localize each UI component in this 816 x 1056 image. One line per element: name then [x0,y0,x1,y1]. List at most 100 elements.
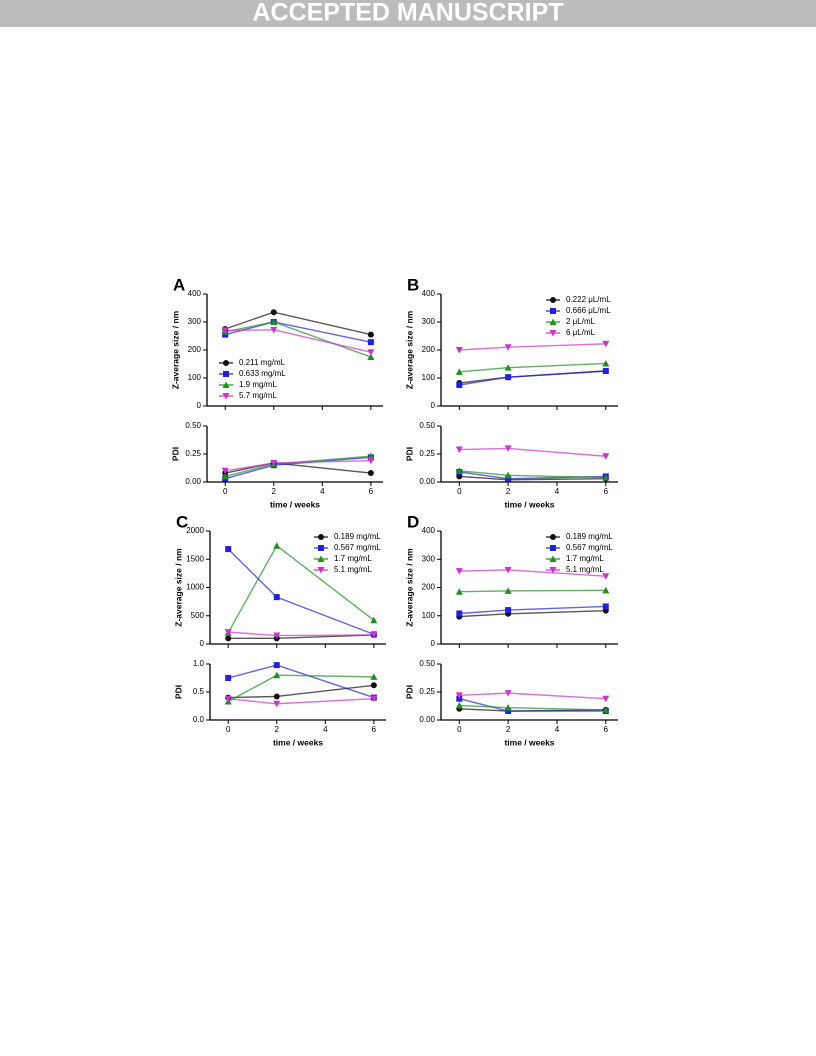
y-axis-label: Z-average size / nm [173,548,183,627]
series-line [228,664,375,699]
series-line [459,470,606,479]
data-point [455,701,463,709]
panel-label: B [407,275,419,294]
data-point [602,340,610,348]
legend-label: 0.567 mg/mL [566,543,613,552]
data-point [273,671,281,679]
x-tick-label: 2 [506,487,511,496]
data-point [602,453,610,460]
data-point [370,631,378,639]
data-point [602,586,610,594]
y-axis-label: PDI [404,447,414,461]
data-point [602,359,610,367]
data-point [370,616,378,624]
x-tick-label: 6 [604,487,609,496]
data-point [602,573,610,580]
legend-marker [550,308,556,314]
y-tick-label: 0 [431,639,436,648]
data-point [504,566,512,574]
y-tick-label: 0 [200,639,205,648]
legend-label: 0.189 mg/mL [566,532,613,541]
y-tick-label: 1500 [186,554,204,563]
data-point [367,353,375,360]
y-tick-label: 0.50 [419,421,435,430]
legend-marker [223,360,229,366]
data-point [370,695,378,703]
series-line [459,370,606,386]
legend-label: 0.211 mg/mL [239,358,286,367]
data-point [367,457,375,465]
y-tick-label: 300 [422,317,436,326]
data-point [221,467,229,475]
series-line [459,589,606,593]
data-point [367,331,374,338]
panel-label: A [173,275,185,294]
data-point [273,662,280,669]
y-tick-label: 0.25 [419,687,435,696]
data-point [602,603,609,610]
series-line [228,631,374,637]
y-tick-label: 0.00 [185,477,201,486]
y-tick-label: 300 [422,554,436,563]
data-point [504,587,512,594]
legend-label: 5.1 mg/mL [334,565,372,574]
data-point [273,700,281,708]
legend-label: 1.9 mg/mL [239,380,277,389]
series-line [459,362,606,373]
data-point [505,607,512,614]
data-point [504,364,512,371]
x-tick-label: 0 [457,725,462,734]
data-point [504,704,512,711]
legend-marker [223,371,229,377]
legend-label: 0.222 μL/mL [566,295,611,304]
y-tick-label: 0.50 [419,659,435,668]
y-axis-label: Z-average size / nm [170,310,180,389]
legend-label: 0.189 mg/mL [334,532,381,541]
y-tick-label: 0 [431,401,436,410]
y-tick-label: 0.00 [419,477,435,486]
x-tick-label: 2 [506,725,511,734]
legend-label: 5.7 mg/mL [239,391,277,400]
legend-marker [549,555,557,562]
data-point [221,472,229,480]
data-point [273,632,281,640]
x-tick-label: 2 [275,725,280,734]
series-line [228,684,374,699]
legend-label: 0.633 mg/mL [239,369,286,378]
x-tick-label: 2 [272,487,277,496]
data-point [504,344,512,351]
legend-marker [550,534,556,540]
data-point [224,629,232,636]
y-tick-label: 1.0 [193,659,205,668]
data-point [505,374,512,381]
y-tick-label: 300 [188,317,202,326]
legend-marker [317,555,325,562]
legend-marker [549,330,557,337]
data-point [273,542,281,549]
y-tick-label: 200 [422,345,436,354]
x-tick-label: 6 [369,487,374,496]
y-tick-label: 0 [197,401,202,410]
y-tick-label: 200 [188,345,202,354]
legend-marker [222,381,230,388]
data-point [455,347,463,354]
x-tick-label: 4 [323,725,328,734]
x-tick-label: 4 [555,487,560,496]
x-tick-label: 0 [223,487,228,496]
x-tick-label: 4 [555,725,560,734]
data-point [270,459,278,467]
legend-label: 0.666 μL/mL [566,306,611,315]
y-tick-label: 0.0 [193,715,205,724]
legend-marker [318,545,324,551]
data-point [505,475,512,482]
data-point [455,588,463,595]
y-tick-label: 0.25 [419,449,435,458]
data-point [225,675,232,681]
data-point [455,368,463,375]
legend-marker [318,534,324,540]
data-point [602,706,610,713]
y-tick-label: 0.00 [419,715,435,724]
legend-label: 1.7 mg/mL [566,554,604,563]
legend-label: 6 μL/mL [566,328,596,337]
